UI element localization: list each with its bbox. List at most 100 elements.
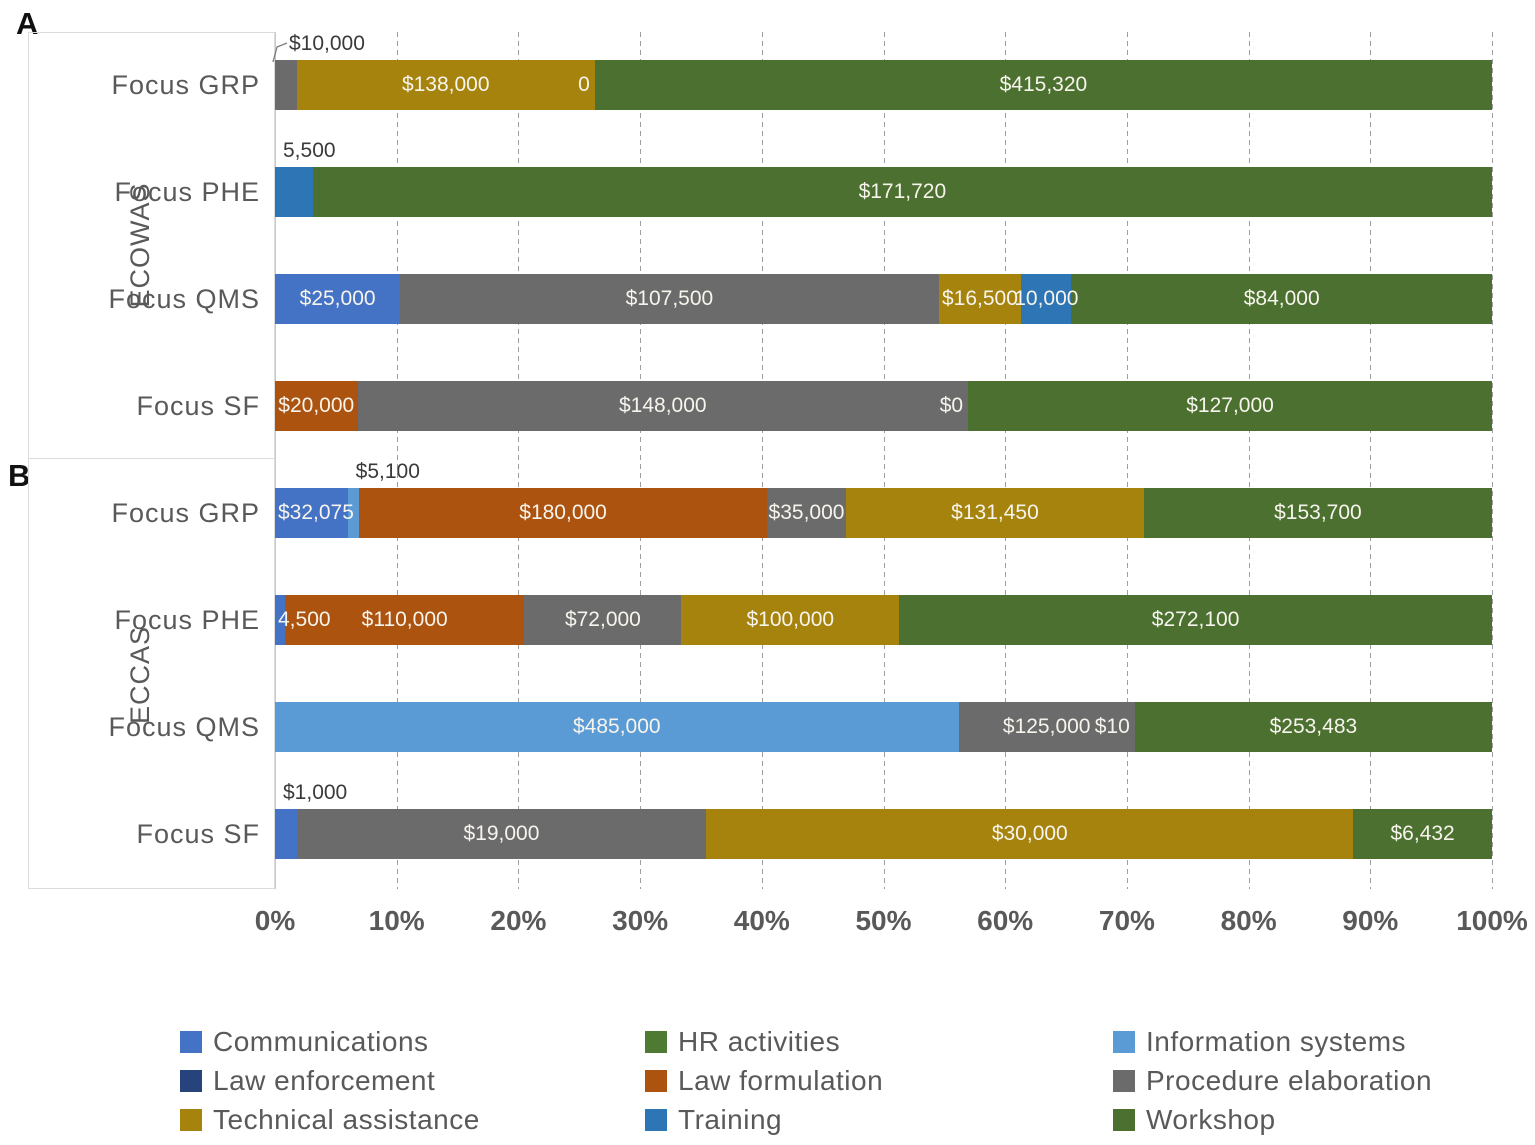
bar-row: $1,000 $19,000 $30,000 $6,432 (275, 781, 1492, 888)
category-label: Focus PHE (114, 177, 260, 207)
gridline (761, 32, 763, 889)
legend-label: Law formulation (678, 1064, 884, 1096)
bar-row: $25,000 $107,500 $16,500 10,000 $84,000 (275, 246, 1492, 353)
bar-value-label: $20,000 (278, 394, 355, 417)
bar-segment (359, 488, 767, 538)
bar-segment (1071, 274, 1492, 324)
bar-value-label: $72,000 (564, 608, 641, 631)
bar-segment (899, 595, 1492, 645)
bar-value-label: 10,000 (1014, 287, 1079, 310)
category-label: Focus SF (136, 819, 260, 849)
bar-value-label: $131,450 (951, 501, 1039, 524)
legend-label: HR activities (678, 1025, 841, 1057)
bar-segment (958, 702, 1135, 752)
bar-segment (400, 274, 939, 324)
bar-value-label: 0 (578, 73, 590, 96)
bar-segment (524, 595, 682, 645)
bar-value-label: $35,000 (768, 501, 845, 524)
bar-value-label: $84,000 (1243, 287, 1320, 310)
x-axis: 0% 10% 20% 30% 40% 50% 60% 70% 80% 90% 100% (255, 905, 1528, 945)
legend-label: Training (678, 1103, 783, 1135)
bar-value-label: $253,483 (1269, 715, 1358, 738)
legend-swatch (180, 1030, 202, 1053)
x-tick-label: 100% (1456, 905, 1528, 936)
bar-value-label: $153,700 (1274, 501, 1362, 524)
legend-item: Technical assistance (180, 1100, 480, 1139)
bar-value-label: $0 (939, 394, 964, 417)
gridline (883, 32, 885, 889)
x-tick-label: 0% (254, 905, 296, 936)
bar-value-label: $32,075 (278, 501, 354, 524)
bar-row: 5,500 $171,720 (275, 139, 1492, 246)
gridline (1248, 32, 1250, 889)
bar-segment (275, 488, 348, 538)
legend-swatch (645, 1108, 667, 1131)
legend-item: Workshop (1113, 1100, 1432, 1139)
legend-item: Communications (180, 1022, 480, 1061)
bar-value-label: $100,000 (746, 608, 835, 631)
bar-value-label: $127,000 (1186, 394, 1274, 417)
legend-swatch (645, 1030, 667, 1053)
legend-item: Information systems (1113, 1022, 1432, 1061)
bar-row: 4,500 $110,000 $72,000 $100,000 $272,100 (275, 567, 1492, 674)
legend-label: Information systems (1146, 1025, 1407, 1057)
legend-item: HR activities (645, 1022, 883, 1061)
bar-segment (275, 809, 297, 859)
category-label: Focus SF (136, 391, 260, 421)
bar-value-label: $125,000 (1002, 715, 1091, 738)
bar-value-label: 5,500 (283, 139, 336, 162)
gridline (640, 32, 642, 889)
bar-row: $32,075 $5,100 $180,000 $35,000 $131,450 $153… (275, 460, 1492, 567)
bar-segment (968, 381, 1492, 431)
x-tick-label: 70% (1098, 905, 1155, 936)
x-tick-label: 30% (612, 905, 669, 936)
bar-value-label: $110,000 (361, 608, 448, 631)
bar-value-label: $138,000 (401, 73, 490, 96)
bar-value-label: $25,000 (299, 287, 376, 310)
gridline (1126, 32, 1128, 889)
category-label: Focus QMS (108, 712, 260, 742)
bar-segment (347, 488, 360, 538)
bar-segment (284, 595, 525, 645)
bar-value-label: $272,100 (1151, 608, 1240, 631)
legend-column: HR activities Law formulation Training (645, 1022, 883, 1139)
bar-segment (1021, 274, 1072, 324)
legend-label: Workshop (1146, 1103, 1276, 1135)
bar-segment (296, 809, 707, 859)
bar-segment (1143, 488, 1492, 538)
legend-swatch (1113, 1030, 1135, 1053)
bar-segment (275, 381, 358, 431)
bar-segment (1134, 702, 1492, 752)
legend-column: Information systems Procedure elaboration… (1113, 1022, 1432, 1139)
bar-value-label: $1,000 (283, 781, 348, 804)
legend-swatch (180, 1069, 202, 1092)
gridline (396, 32, 398, 889)
bar-row: $20,000 $148,000 $0 $127,000 (275, 353, 1492, 460)
bar-segment (275, 167, 313, 217)
bar-value-label: 4,500 (278, 608, 331, 631)
bar-segment (681, 595, 900, 645)
plot-area: $10,000 $138,000 0 $415,320 5,500 $171,720 $25… (272, 32, 1493, 889)
bar-value-label: $180,000 (519, 501, 607, 524)
bar-segment (594, 60, 1492, 110)
bar-segment (846, 488, 1144, 538)
legend-label: Communications (213, 1025, 429, 1057)
bar-row: $10,000 $138,000 0 $415,320 (272, 32, 1492, 139)
callout-leader-line (272, 42, 288, 63)
x-tick-label: 60% (977, 905, 1034, 936)
bar-segment (1353, 809, 1492, 859)
bar-value-label: $16,500 (941, 287, 1018, 310)
legend-swatch (180, 1108, 202, 1131)
legend-item: Law enforcement (180, 1061, 480, 1100)
bar-value-label: $6,432 (1390, 822, 1455, 845)
bar-value-label: $107,500 (625, 287, 714, 310)
legend-label: Procedure elaboration (1146, 1064, 1433, 1096)
bar-segment (275, 702, 959, 752)
x-tick-label: 10% (368, 905, 425, 936)
bar-segment (275, 274, 401, 324)
legend-item: Procedure elaboration (1113, 1061, 1432, 1100)
legend-column: Communications Law enforcement Technical a… (180, 1022, 480, 1139)
legend-label: Law enforcement (213, 1064, 436, 1096)
bar-value-label: $171,720 (858, 180, 947, 203)
